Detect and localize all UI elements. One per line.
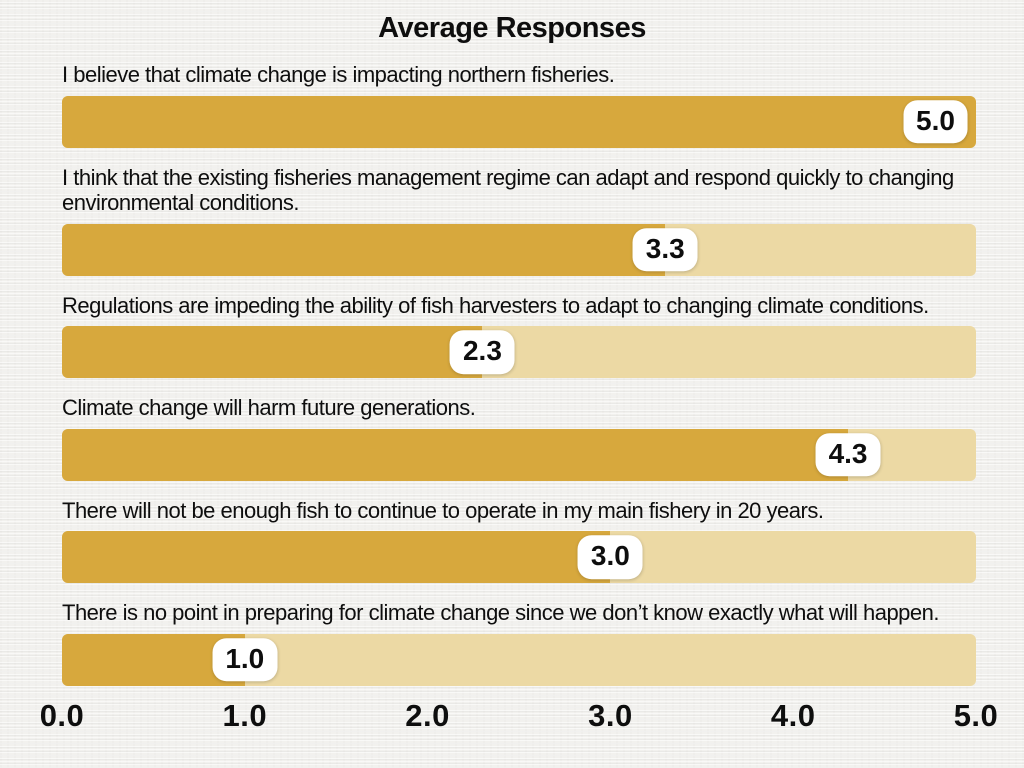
- statement-label: I think that the existing fisheries mana…: [62, 164, 954, 216]
- value-label: 3.0: [590, 540, 630, 572]
- bar-track: 2.3: [62, 326, 976, 379]
- value-label: 2.3: [462, 335, 502, 367]
- value-label: 1.0: [225, 642, 265, 674]
- value-label: 3.3: [645, 232, 685, 264]
- bar-track: 4.3: [62, 428, 976, 481]
- x-axis-tick: 0.0: [39, 697, 85, 733]
- statement-label: There is no point in preparing for clima…: [62, 600, 940, 626]
- bar-track: 1.0: [62, 633, 976, 686]
- bar-track: 3.0: [62, 531, 976, 584]
- x-axis-tick: 2.0: [405, 697, 450, 733]
- value-badge: 3.3: [632, 227, 698, 272]
- x-axis-tick: 4.0: [770, 697, 816, 733]
- bar-fill: [62, 95, 976, 148]
- bar-fill: [62, 531, 611, 584]
- bar-row: I think that the existing fisheries mana…: [62, 165, 976, 276]
- chart-title: Average Responses: [378, 12, 646, 44]
- bar-fill: [62, 428, 849, 481]
- bar-row: Regulations are impeding the ability of …: [62, 293, 976, 379]
- value-badge: 1.0: [212, 637, 278, 682]
- bar-chart: I believe that climate change is impacti…: [62, 62, 976, 686]
- bar-row: There will not be enough fish to continu…: [62, 498, 976, 584]
- bar-track: 5.0: [62, 95, 976, 148]
- value-badge: 3.0: [577, 535, 643, 579]
- statement-label: There will not be enough fish to continu…: [62, 497, 824, 523]
- statement-label: Regulations are impeding the ability of …: [62, 292, 929, 318]
- value-badge: 4.3: [815, 432, 881, 477]
- value-badge: 5.0: [903, 99, 968, 144]
- bar-row: I believe that climate change is impacti…: [62, 62, 976, 148]
- bar-fill: [62, 326, 483, 379]
- bar-row: There is no point in preparing for clima…: [62, 600, 976, 686]
- x-axis-tick: 5.0: [953, 697, 999, 733]
- bar-track: 3.3: [62, 223, 976, 276]
- value-label: 4.3: [828, 437, 868, 469]
- x-axis-tick: 3.0: [588, 697, 633, 733]
- x-axis: 0.0 1.0 2.0 3.0 4.0 5.0: [40, 696, 998, 742]
- bar-row: Climate change will harm future generati…: [62, 395, 976, 481]
- statement-label: Climate change will harm future generati…: [62, 395, 476, 421]
- x-axis-tick: 1.0: [222, 697, 268, 733]
- value-label: 5.0: [916, 104, 955, 136]
- value-badge: 2.3: [449, 330, 515, 374]
- statement-label: I believe that climate change is impacti…: [62, 62, 615, 87]
- bar-fill: [62, 223, 666, 276]
